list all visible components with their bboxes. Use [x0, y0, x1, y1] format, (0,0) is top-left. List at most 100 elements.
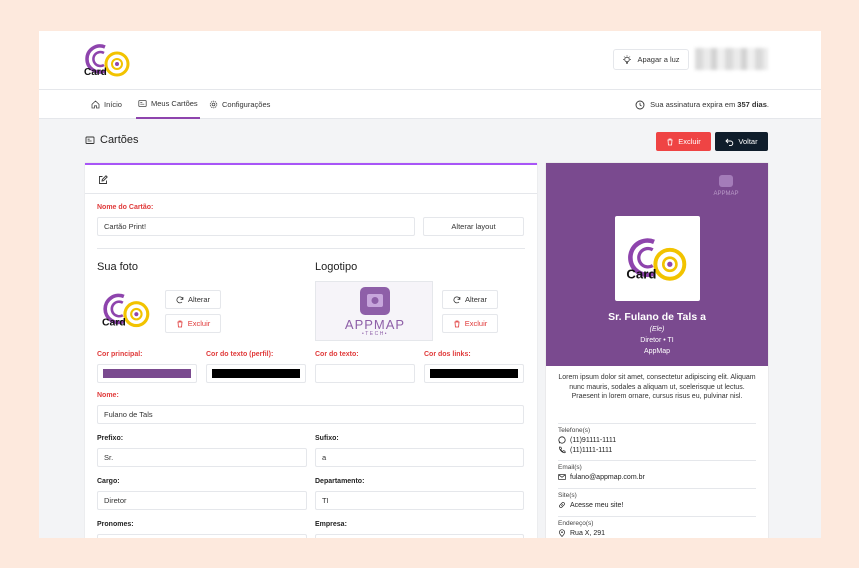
company-label: Empresa:	[315, 521, 347, 528]
subscription-days: 357 dias	[737, 100, 767, 109]
remove-logo-label: Excluir	[464, 319, 488, 328]
main-nav: Início Meus Cartões Configurações Sua as…	[39, 90, 821, 119]
site-link[interactable]: Acesse meu site!	[558, 501, 756, 509]
card-icon	[85, 135, 95, 145]
logo-section-title: Logotipo	[315, 261, 358, 273]
company-input[interactable]	[315, 534, 524, 538]
clock-icon	[635, 100, 645, 110]
subscription-prefix: Sua assinatura expira em	[650, 100, 736, 109]
primary-color-swatch	[103, 369, 191, 378]
change-logo-label: Alterar	[464, 295, 488, 304]
address-label: Endereço(s)	[558, 520, 594, 527]
role-label: Cargo:	[97, 478, 120, 485]
refresh-icon	[453, 295, 461, 304]
primary-color-label: Cor principal:	[97, 351, 143, 358]
phones-label: Telefone(s)	[558, 427, 591, 434]
card-icon	[138, 99, 147, 108]
app-window: Card Apagar a luz Início Meus Cartões Co…	[39, 31, 821, 538]
page-title-text: Cartões	[100, 134, 139, 146]
preview-role: Diretor • TI	[640, 337, 674, 344]
sites-label: Site(s)	[558, 492, 577, 499]
name-label: Nome:	[97, 392, 119, 399]
pronouns-label: Pronomes:	[97, 521, 134, 528]
email-label: Email(s)	[558, 464, 582, 471]
text-color-picker[interactable]	[315, 364, 415, 383]
phone-icon	[558, 446, 566, 454]
preview-addresses: Endereço(s) Rua X, 291	[558, 516, 756, 537]
suffix-input[interactable]: a	[315, 448, 524, 467]
preview-sites: Site(s) Acesse meu site!	[558, 488, 756, 509]
refresh-icon	[176, 295, 184, 304]
card-form: Nome do Cartão: Cartão Print! Alterar la…	[85, 163, 537, 538]
email: fulano@appmap.com.br	[570, 473, 645, 481]
delete-card-button[interactable]: Excluir	[656, 132, 711, 151]
phone-link-1[interactable]: (11)91111-1111	[558, 436, 756, 444]
edit-icon	[98, 175, 108, 185]
photo-wordmark: Card	[102, 318, 126, 329]
appmap-logo-icon	[360, 287, 390, 315]
phone-1: (11)91111-1111	[570, 436, 617, 444]
profile-text-color-picker[interactable]	[206, 364, 306, 383]
department-label: Departamento:	[315, 478, 365, 485]
remove-logo-button[interactable]: Excluir	[442, 314, 498, 333]
name-input[interactable]: Fulano de Tals	[97, 405, 524, 424]
pronouns-input[interactable]	[97, 534, 307, 538]
trash-icon	[666, 138, 674, 146]
profile-photo: Card	[101, 290, 153, 330]
address-link[interactable]: Rua X, 291	[558, 529, 756, 537]
preview-pronouns: (Ele)	[649, 326, 665, 333]
appmap-logo-subtext: •TECH•	[361, 331, 389, 337]
subscription-suffix: .	[766, 100, 769, 109]
change-logo-button[interactable]: Alterar	[442, 290, 498, 309]
profile-text-color-swatch	[212, 369, 300, 378]
primary-color-picker[interactable]	[97, 364, 197, 383]
profile-text-color-label: Cor do texto (perfil):	[206, 351, 274, 358]
phone-link-2[interactable]: (11)1111-1111	[558, 446, 756, 454]
link-color-picker[interactable]	[424, 364, 524, 383]
nav-item-label: Configurações	[222, 100, 271, 109]
change-photo-button[interactable]: Alterar	[165, 290, 221, 309]
back-label: Voltar	[738, 137, 758, 146]
trash-icon	[453, 320, 461, 328]
top-header: Card Apagar a luz	[39, 31, 821, 90]
remove-photo-button[interactable]: Excluir	[165, 314, 221, 333]
photo-section-title: Sua foto	[97, 261, 138, 273]
card-name-label: Nome do Cartão:	[97, 204, 154, 211]
preview-company: AppMap	[643, 348, 671, 355]
toggle-light-label: Apagar a luz	[637, 55, 680, 64]
preview-header: APPMAP Card Sr. Fulano de Tals a (Ele) D…	[546, 163, 768, 366]
preview-photo: Card	[615, 216, 700, 301]
text-color-label: Cor do texto:	[315, 351, 359, 358]
undo-arrow-icon	[725, 138, 734, 146]
form-divider	[97, 248, 525, 249]
card-preview: APPMAP Card Sr. Fulano de Tals a (Ele) D…	[546, 163, 768, 538]
logo-wordmark: Card	[84, 67, 107, 78]
phone-2: (11)1111-1111	[570, 446, 613, 454]
preview-emails: Email(s) fulano@appmap.com.br	[558, 460, 756, 481]
nav-item-meus-cartoes[interactable]: Meus Cartões	[136, 90, 200, 119]
nav-item-label: Meus Cartões	[151, 99, 198, 108]
card-name-input[interactable]: Cartão Print!	[97, 217, 415, 236]
change-photo-label: Alterar	[187, 295, 211, 304]
card-logo[interactable]: Card	[83, 41, 133, 79]
nav-item-inicio[interactable]: Início	[91, 90, 122, 119]
department-input[interactable]: TI	[315, 491, 524, 510]
change-layout-button[interactable]: Alterar layout	[423, 217, 524, 236]
lightbulb-icon	[622, 54, 632, 65]
home-icon	[91, 100, 100, 109]
preview-name: Sr. Fulano de Tals a	[608, 311, 706, 323]
prefix-input[interactable]: Sr.	[97, 448, 307, 467]
form-header	[85, 165, 537, 194]
prefix-label: Prefixo:	[97, 435, 124, 442]
preview-phones: Telefone(s) (11)91111-1111 (11)1111-1111	[558, 423, 756, 454]
link-icon	[558, 501, 566, 509]
role-input[interactable]: Diretor	[97, 491, 307, 510]
company-logo-preview: APPMAP •TECH•	[315, 281, 433, 341]
user-avatar-blurred[interactable]	[695, 48, 768, 70]
link-color-label: Cor dos links:	[424, 351, 471, 358]
back-button[interactable]: Voltar	[715, 132, 768, 151]
toggle-light-button[interactable]: Apagar a luz	[613, 49, 689, 70]
suffix-label: Sufixo:	[315, 435, 339, 442]
nav-item-configuracoes[interactable]: Configurações	[209, 90, 270, 119]
email-link[interactable]: fulano@appmap.com.br	[558, 473, 756, 481]
